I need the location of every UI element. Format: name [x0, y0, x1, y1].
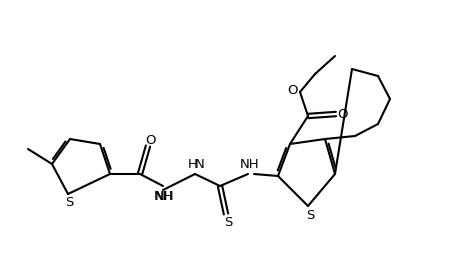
Text: NH: NH	[240, 158, 260, 171]
Text: N: N	[195, 158, 205, 171]
Text: O: O	[337, 108, 347, 121]
Text: S: S	[65, 196, 73, 209]
Text: O: O	[287, 84, 297, 97]
Text: S: S	[224, 216, 232, 229]
Text: O: O	[145, 133, 155, 146]
Text: S: S	[306, 209, 314, 222]
Text: H: H	[188, 158, 198, 171]
Text: NH: NH	[154, 190, 174, 203]
Text: NH: NH	[155, 190, 175, 203]
